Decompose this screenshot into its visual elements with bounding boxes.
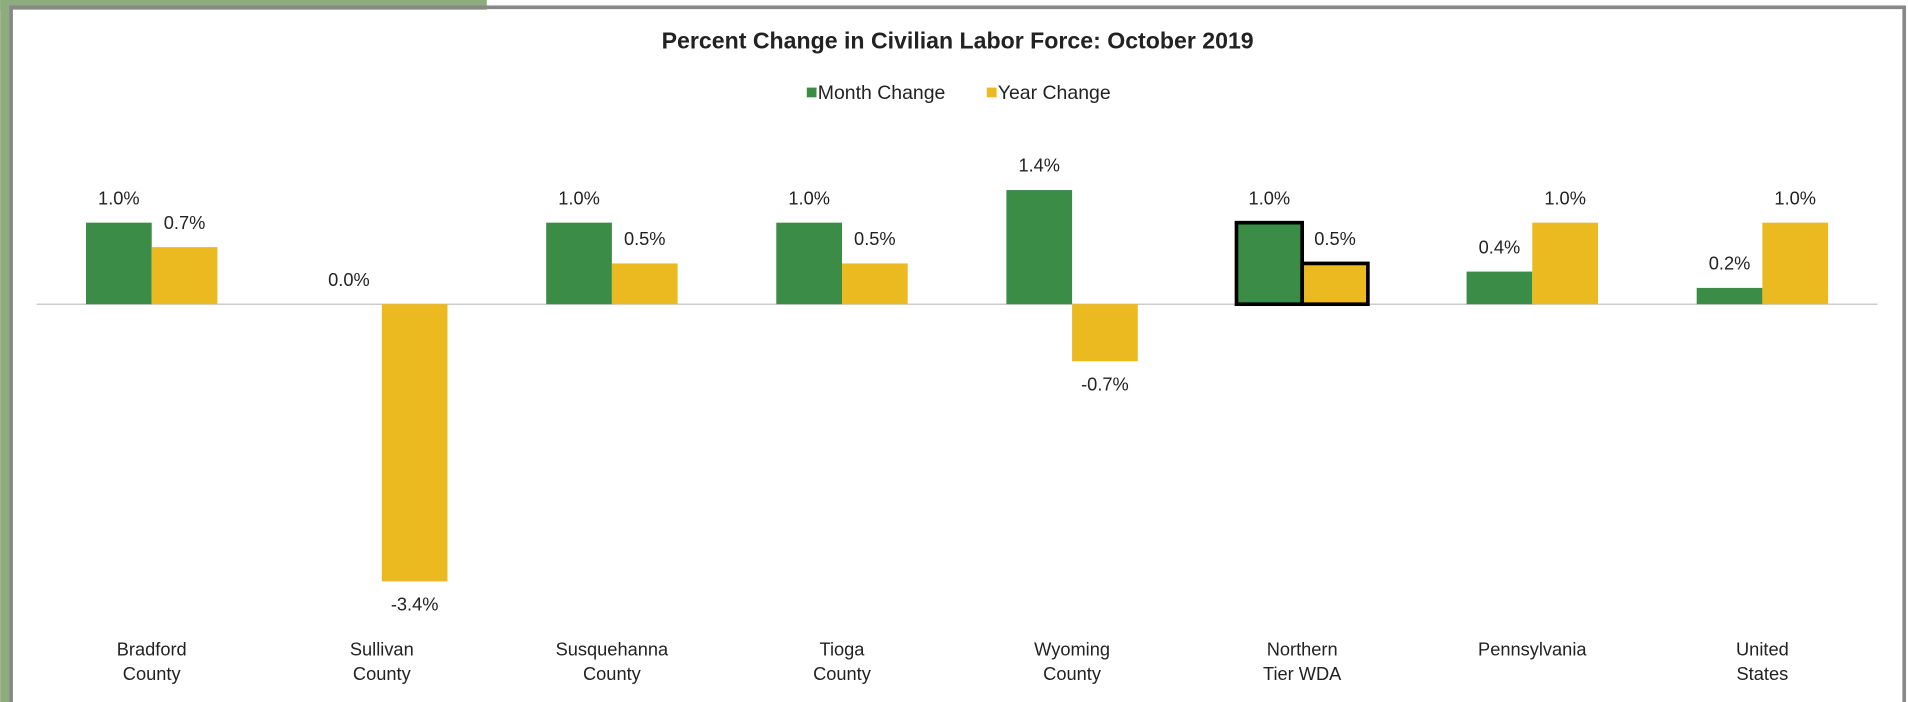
x-tick-label: County <box>813 663 872 684</box>
bar <box>1072 304 1138 362</box>
data-label: 1.0% <box>558 187 600 208</box>
bar <box>1466 271 1533 305</box>
x-tick-label: County <box>583 663 642 684</box>
bar <box>1006 190 1073 305</box>
frame <box>9 5 1907 702</box>
data-label: -3.4% <box>391 594 439 615</box>
data-label: 1.0% <box>98 187 140 208</box>
bar <box>611 263 678 305</box>
bar <box>1532 222 1598 305</box>
bar <box>546 222 612 305</box>
bar <box>776 222 842 305</box>
frame-accent <box>0 0 10 702</box>
frame-accent <box>0 0 487 10</box>
x-tick-label: County <box>1043 663 1102 684</box>
x-tick-label: Sullivan <box>350 639 414 660</box>
legend-swatch <box>806 87 817 98</box>
x-tick-label: Susquehanna <box>556 639 669 660</box>
legend-label: Year Change <box>998 82 1111 104</box>
x-tick-label: United <box>1736 639 1789 660</box>
bar <box>841 263 908 305</box>
x-tick-label: Pennsylvania <box>1478 639 1587 660</box>
chart-title: Percent Change in Civilian Labor Force: … <box>662 28 1254 54</box>
data-label: 1.0% <box>1249 187 1291 208</box>
data-label: 1.0% <box>788 187 830 208</box>
data-label: 0.5% <box>854 228 896 249</box>
data-label: 1.0% <box>1774 187 1816 208</box>
data-label: 0.7% <box>164 212 206 233</box>
x-tick-label: County <box>353 663 412 684</box>
legend-swatch <box>986 87 997 98</box>
data-label: 1.4% <box>1018 155 1060 176</box>
data-label: 0.5% <box>1314 228 1356 249</box>
bar <box>381 304 448 582</box>
data-label: 1.0% <box>1544 187 1586 208</box>
bar <box>1696 287 1763 305</box>
x-tick-label: Bradford <box>117 639 187 660</box>
bar <box>1762 222 1829 305</box>
x-tick-label: Northern <box>1267 639 1338 660</box>
bar <box>86 222 152 305</box>
data-label: 0.4% <box>1479 236 1521 257</box>
bar <box>1234 220 1305 307</box>
x-tick-label: Tier WDA <box>1263 663 1342 684</box>
x-tick-label: Wyoming <box>1034 639 1110 660</box>
x-tick-label: States <box>1737 663 1789 684</box>
data-label: -0.7% <box>1081 373 1129 394</box>
data-label: 0.0% <box>328 269 370 290</box>
bar <box>1300 261 1370 307</box>
bar <box>151 247 218 305</box>
x-tick-label: County <box>123 663 182 684</box>
x-tick-label: Tioga <box>820 639 866 660</box>
legend-label: Month Change <box>818 82 946 104</box>
data-label: 0.5% <box>624 228 666 249</box>
data-label: 0.2% <box>1709 253 1751 274</box>
